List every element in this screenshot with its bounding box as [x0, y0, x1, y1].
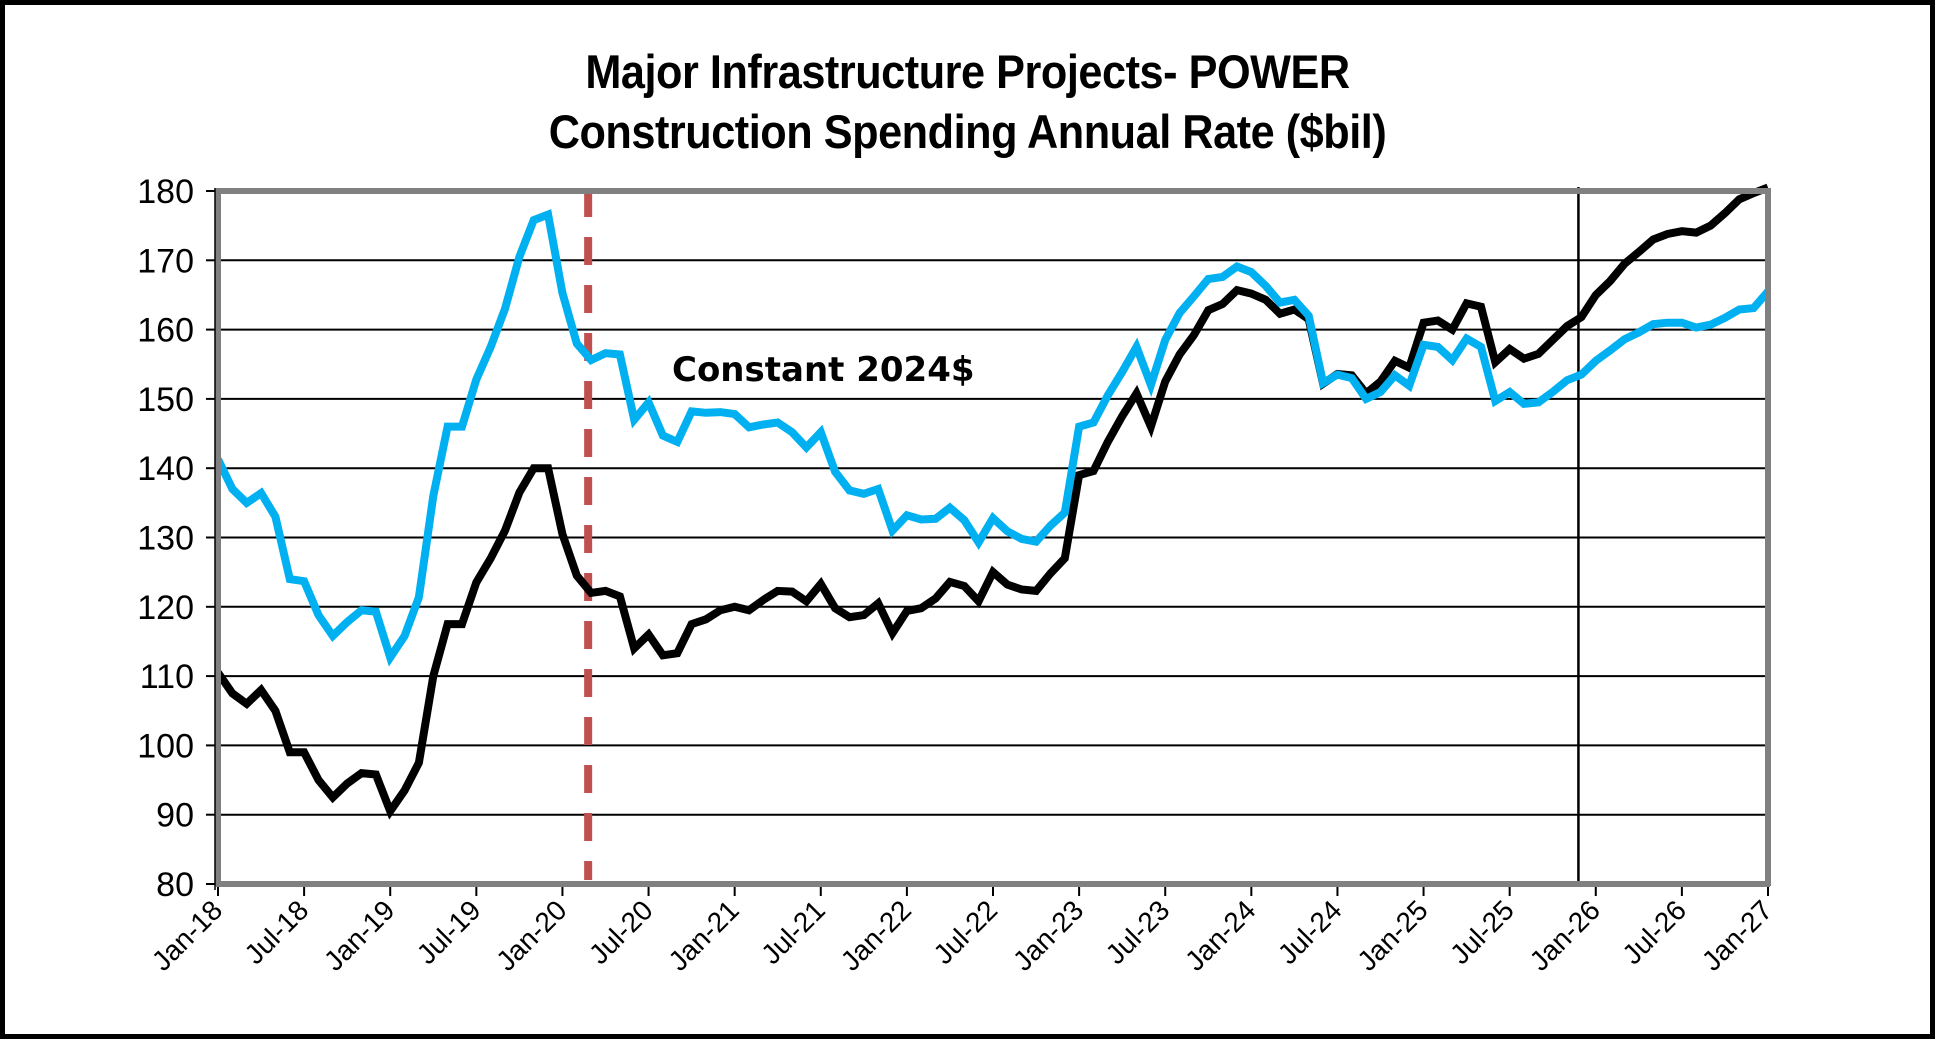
x-tick-label: Jan-22 [835, 894, 917, 976]
x-tick-label: Jul-25 [1444, 894, 1520, 970]
series-line-constant-2024 [214, 209, 1772, 667]
y-tick-label: 140 [137, 450, 194, 488]
x-tick-label: Jan-18 [146, 894, 228, 976]
y-tick-label: 100 [137, 727, 194, 765]
gridlines [218, 259, 1768, 816]
x-tick-label: Jul-20 [583, 894, 659, 970]
x-tick-label: Jan-25 [1351, 894, 1433, 976]
x-tick-label: Jul-21 [755, 894, 831, 970]
y-tick-label: 170 [137, 242, 194, 280]
x-tick-label: Jan-23 [1007, 894, 1089, 976]
y-tick-label: 150 [137, 381, 194, 419]
chart-title: Major Infrastructure Projects- POWER [585, 45, 1350, 98]
y-tick-label: 120 [137, 589, 194, 627]
series-lines [214, 183, 1772, 820]
y-tick-label: 130 [137, 520, 194, 558]
x-tick-label: Jan-20 [490, 894, 572, 976]
y-tick-label: 90 [156, 797, 194, 835]
x-axis: Jan-18 Jul-18 Jan-19 Jul-19 Jan-20 Jul-20 Jan-… [146, 884, 1778, 977]
annotation-constant-2024: Constant 2024$ [672, 350, 975, 390]
x-tick-label: Jan-24 [1179, 894, 1261, 976]
reference-lines [584, 187, 1580, 884]
x-tick-label: Jul-23 [1100, 894, 1176, 970]
chart-subtitle: Construction Spending Annual Rate ($bil) [548, 105, 1387, 158]
series-line-nominal [214, 183, 1770, 820]
x-tick-label: Jul-19 [411, 894, 487, 970]
x-tick-label: Jul-26 [1616, 894, 1692, 970]
y-tick-label: 160 [137, 312, 194, 350]
x-tick-label: Jul-22 [927, 894, 1003, 970]
plot-area-border [214, 188, 1771, 890]
x-tick-label: Jan-27 [1696, 894, 1778, 976]
y-tick-label: 180 [137, 173, 194, 211]
x-tick-label: Jul-24 [1272, 894, 1348, 970]
x-tick-label: Jan-21 [662, 894, 744, 976]
y-tick-label: 80 [156, 866, 194, 904]
y-axis: 180 170 160 150 140 130 120 110 100 90 80 [137, 173, 218, 904]
x-tick-label: Jul-18 [239, 894, 315, 970]
y-tick-label: 110 [140, 658, 194, 696]
x-tick-label: Jan-19 [318, 894, 400, 976]
x-tick-label: Jan-26 [1524, 894, 1606, 976]
